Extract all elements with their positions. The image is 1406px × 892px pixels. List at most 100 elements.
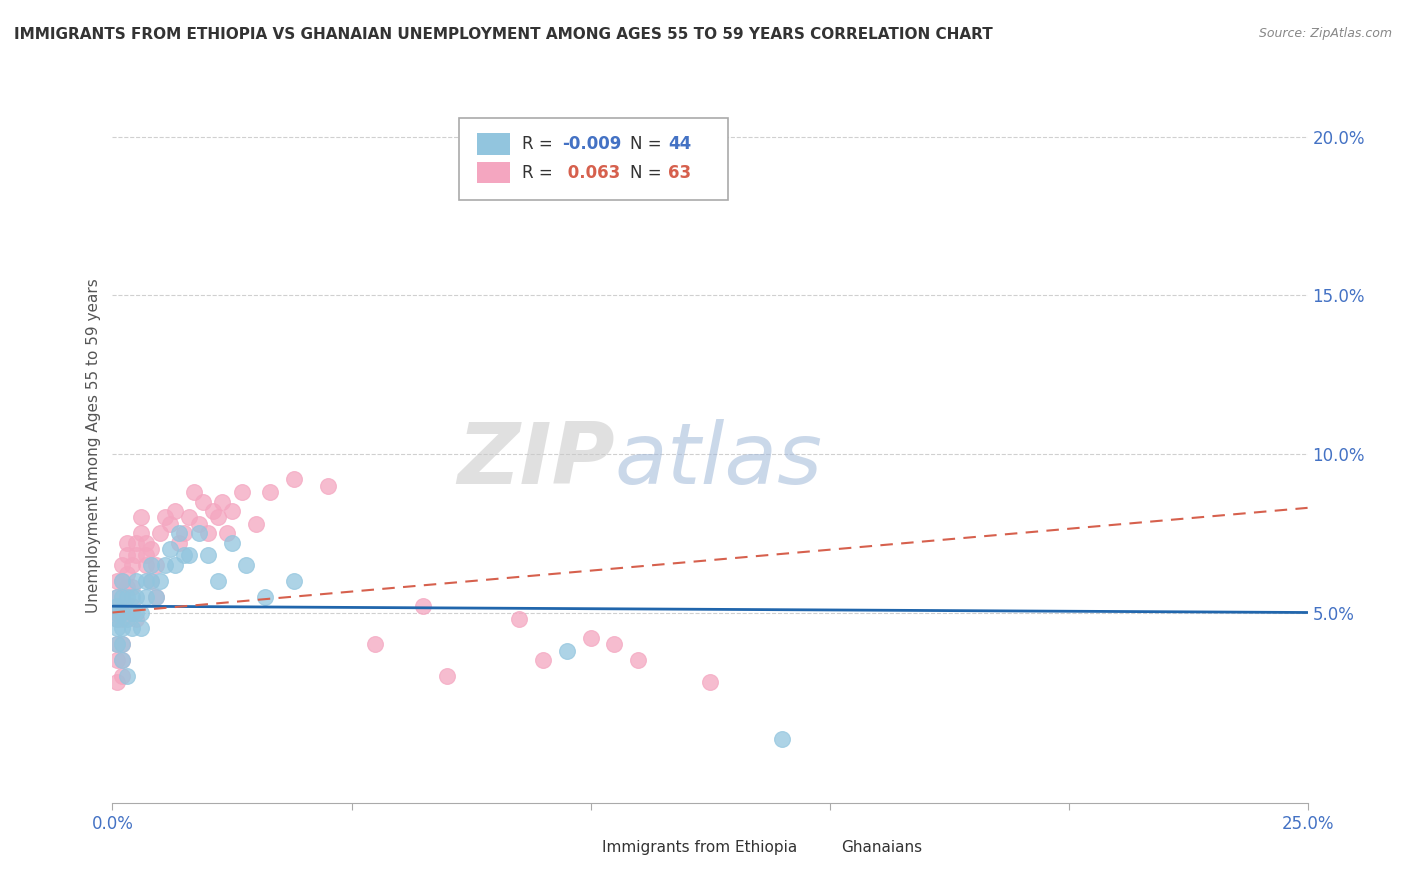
Point xyxy=(149,526,172,541)
Point xyxy=(183,485,205,500)
Point xyxy=(555,643,578,657)
Text: Source: ZipAtlas.com: Source: ZipAtlas.com xyxy=(1258,27,1392,40)
Point xyxy=(129,606,152,620)
Text: N =: N = xyxy=(630,164,666,182)
Point xyxy=(115,549,138,563)
Point xyxy=(135,590,157,604)
Point xyxy=(105,637,128,651)
Point xyxy=(436,669,458,683)
Text: IMMIGRANTS FROM ETHIOPIA VS GHANAIAN UNEMPLOYMENT AMONG AGES 55 TO 59 YEARS CORR: IMMIGRANTS FROM ETHIOPIA VS GHANAIAN UNE… xyxy=(14,27,993,42)
Point xyxy=(121,558,143,572)
Point xyxy=(173,549,195,563)
FancyBboxPatch shape xyxy=(477,134,510,155)
Point xyxy=(115,590,138,604)
Point xyxy=(115,535,138,549)
Point xyxy=(235,558,257,572)
Point xyxy=(111,669,134,683)
Point xyxy=(153,510,176,524)
Point xyxy=(603,637,626,651)
Point xyxy=(699,675,721,690)
Point xyxy=(111,606,134,620)
Point xyxy=(627,653,650,667)
Point xyxy=(145,558,167,572)
Point xyxy=(125,535,148,549)
Point xyxy=(105,574,128,588)
Point xyxy=(207,510,229,524)
Y-axis label: Unemployment Among Ages 55 to 59 years: Unemployment Among Ages 55 to 59 years xyxy=(86,278,101,614)
Point xyxy=(105,612,128,626)
Text: ZIP: ZIP xyxy=(457,418,614,502)
Point xyxy=(105,599,128,614)
Point xyxy=(135,535,157,549)
Point xyxy=(177,510,200,524)
Point xyxy=(105,590,128,604)
Point xyxy=(173,526,195,541)
Point xyxy=(193,494,215,508)
Point xyxy=(145,590,167,604)
Text: R =: R = xyxy=(523,164,558,182)
Point xyxy=(111,637,134,651)
Point xyxy=(364,637,387,651)
Point xyxy=(105,637,128,651)
Point xyxy=(412,599,434,614)
Point xyxy=(139,574,162,588)
Point xyxy=(163,504,186,518)
FancyBboxPatch shape xyxy=(477,162,510,184)
Point xyxy=(231,485,253,500)
Point xyxy=(129,526,152,541)
Point xyxy=(169,526,191,541)
Point xyxy=(245,516,267,531)
Text: N =: N = xyxy=(630,136,666,153)
Point xyxy=(105,590,128,604)
Point xyxy=(111,590,134,604)
Point xyxy=(207,574,229,588)
Point xyxy=(111,574,134,588)
FancyBboxPatch shape xyxy=(806,838,834,858)
Point xyxy=(129,510,152,524)
Point xyxy=(125,590,148,604)
Point xyxy=(531,653,554,667)
Point xyxy=(105,621,128,635)
Point xyxy=(121,590,143,604)
Point xyxy=(129,621,152,635)
Point xyxy=(121,606,143,620)
Point xyxy=(187,516,209,531)
Point xyxy=(111,574,134,588)
Point xyxy=(121,599,143,614)
Point xyxy=(221,504,243,518)
Point xyxy=(125,574,148,588)
Point xyxy=(115,612,138,626)
Point xyxy=(153,558,176,572)
Text: 44: 44 xyxy=(668,136,692,153)
Point xyxy=(770,732,793,747)
Point xyxy=(197,549,219,563)
Point xyxy=(105,606,128,620)
Point xyxy=(217,526,239,541)
Point xyxy=(111,558,134,572)
Point xyxy=(105,675,128,690)
Text: 63: 63 xyxy=(668,164,692,182)
FancyBboxPatch shape xyxy=(567,838,595,858)
Point xyxy=(283,472,305,486)
Text: 0.063: 0.063 xyxy=(562,164,620,182)
Point xyxy=(201,504,224,518)
Point xyxy=(135,558,157,572)
Point xyxy=(111,653,134,667)
Point xyxy=(169,535,191,549)
Point xyxy=(115,580,138,594)
Point xyxy=(111,637,134,651)
Point xyxy=(177,549,200,563)
Text: Immigrants from Ethiopia: Immigrants from Ethiopia xyxy=(603,840,797,855)
Point xyxy=(159,542,181,557)
Point xyxy=(254,590,277,604)
Point xyxy=(139,542,162,557)
Point xyxy=(135,549,157,563)
Text: Ghanaians: Ghanaians xyxy=(842,840,922,855)
Point xyxy=(508,612,530,626)
Text: R =: R = xyxy=(523,136,558,153)
Point xyxy=(187,526,209,541)
Point xyxy=(259,485,281,500)
Point xyxy=(125,612,148,626)
Text: atlas: atlas xyxy=(614,418,823,502)
Point xyxy=(105,606,128,620)
